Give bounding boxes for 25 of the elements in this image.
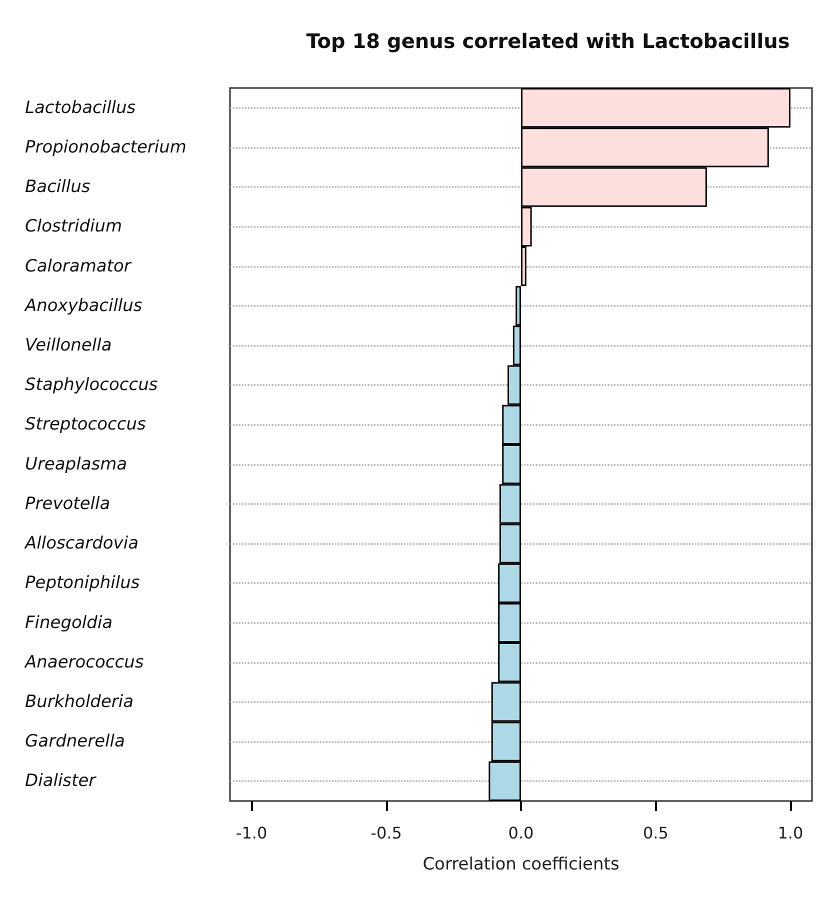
y-tick-label: Anaerococcus [24,652,144,672]
y-tick-label: Alloscardovia [24,534,138,554]
y-tick-label: Veillonella [25,335,112,356]
y-tick-label: Anoxybacillus [24,296,142,316]
y-tick-label: Prevotella [25,494,110,514]
x-tick-label: 1.0 [778,824,804,842]
y-tick-label: Staphylococcus [25,375,158,396]
y-tick-label: Gardnerella [25,732,125,752]
y-tick-label: Finegoldia [25,612,113,633]
x-axis-title: Correlation coefficients [422,854,620,874]
y-tick-label: Caloramator [25,256,132,276]
y-tick-label: Streptococcus [25,414,146,435]
y-tick-label: Bacillus [25,177,90,198]
y-tick-label: Propionobacterium [25,137,186,158]
chart-title: Top 18 genus correlated with Lactobacillus [306,29,790,53]
y-tick-label: Dialister [25,771,97,792]
y-tick-label: Peptoniphilus [25,573,140,594]
y-tick-label: Clostridium [25,216,122,237]
x-tick-label: 0.0 [508,824,534,842]
y-tick-label: Lactobacillus [25,98,136,118]
x-tick-label: -0.5 [370,824,402,842]
y-tick-label: Ureaplasma [25,454,128,474]
x-tick-label: 0.5 [642,824,668,842]
y-tick-label: Burkholderia [25,692,134,712]
x-tick-label: -1.0 [236,824,268,842]
